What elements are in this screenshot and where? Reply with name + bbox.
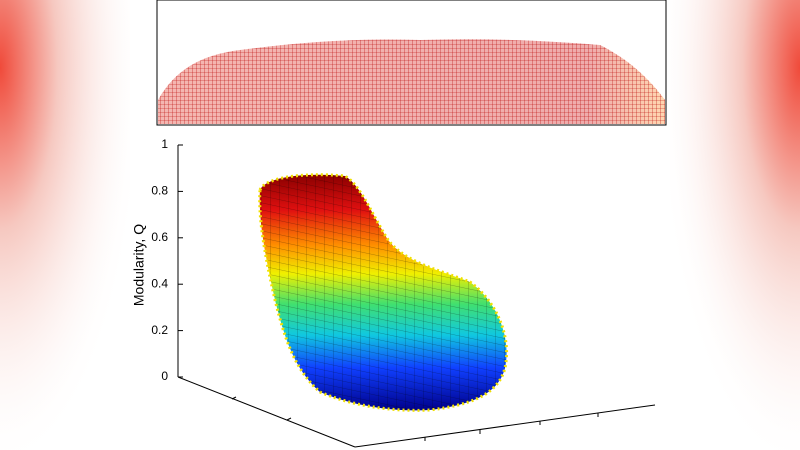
y-axis-line — [354, 404, 656, 448]
surface — [258, 173, 509, 412]
mesh-grid — [158, 39, 665, 124]
z-tick-label: 0.4 — [151, 276, 168, 290]
floor-ticks — [231, 396, 599, 441]
surface-mesh — [259, 174, 507, 411]
z-tick-label: 0.6 — [151, 230, 168, 244]
z-tick-label: 0.2 — [151, 323, 168, 337]
z-axis-label: Modularity, Q — [131, 224, 147, 306]
z-tick-label: 1 — [161, 137, 168, 151]
x-axis-line — [177, 376, 356, 448]
z-tick-label: 0.8 — [151, 184, 168, 198]
top-panel — [156, 0, 667, 126]
z-tick-label: 0 — [161, 369, 168, 383]
